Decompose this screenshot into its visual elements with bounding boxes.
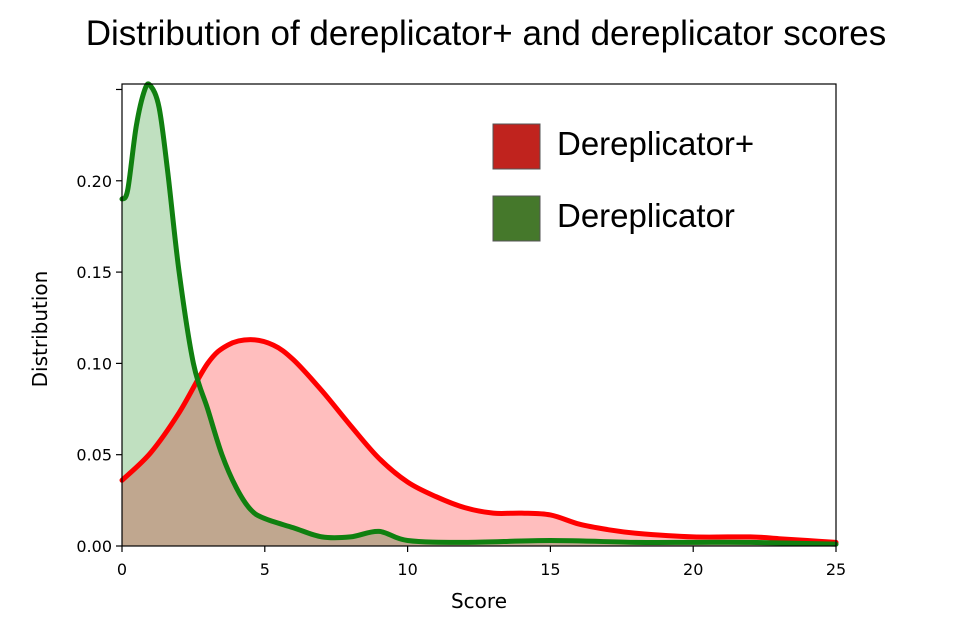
x-tick-label: 5 <box>260 560 270 579</box>
legend-label: Dereplicator <box>557 197 735 234</box>
x-tick-label: 15 <box>540 560 560 579</box>
series-1-area <box>122 83 836 546</box>
series-1-line <box>119 81 839 547</box>
y-axis-label: Distribution <box>28 271 52 388</box>
x-tick-label: 10 <box>397 560 417 579</box>
series-0-line <box>119 337 839 545</box>
y-tick-label: 0.05 <box>76 446 112 465</box>
legend: Dereplicator+ Dereplicator <box>492 123 754 242</box>
legend-label: Dereplicator+ <box>557 125 754 162</box>
series-0-area <box>122 339 836 546</box>
y-tick-label: 0.10 <box>76 354 112 373</box>
y-tick-label: 0.15 <box>76 263 112 282</box>
legend-swatch <box>492 123 541 170</box>
y-tick-label: 0.20 <box>76 172 112 191</box>
x-tick-label: 20 <box>683 560 703 579</box>
x-axis-label: Score <box>451 589 507 613</box>
y-tick-label: 0.00 <box>76 537 112 556</box>
plot-frame <box>121 83 837 547</box>
plot-lines <box>119 81 839 547</box>
chart-title: Distribution of dereplicator+ and derepl… <box>85 14 887 53</box>
y-axis: 0.00 0.05 0.10 0.15 0.20 <box>76 88 122 556</box>
plot-fills <box>122 83 836 546</box>
x-axis: 0 5 10 15 20 25 <box>117 546 846 579</box>
x-tick-label: 25 <box>826 560 846 579</box>
legend-swatch <box>492 195 541 242</box>
x-tick-label: 0 <box>117 560 127 579</box>
